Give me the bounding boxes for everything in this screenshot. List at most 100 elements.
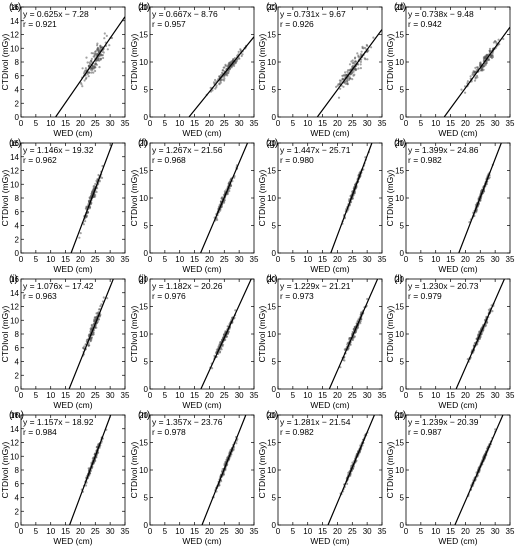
data-point (211, 89, 214, 92)
x-tick-label: 30 (363, 119, 372, 128)
y-tick-label: 10 (10, 316, 19, 325)
panel-label: (d) (394, 2, 406, 13)
y-tick-label: 0 (400, 249, 405, 258)
y-tick-label: 20 (395, 3, 404, 12)
y-axis-label: CTDIvol (mGy) (129, 306, 139, 363)
regression-equation: y = 1.399x − 24.86 (408, 145, 479, 155)
data-point (239, 48, 242, 51)
data-point (349, 194, 352, 198)
data-point (86, 61, 89, 64)
data-point (106, 48, 109, 51)
x-tick-label: 5 (163, 391, 168, 400)
data-point (99, 57, 102, 61)
scatter-points (335, 36, 375, 99)
y-tick-label: 8 (15, 58, 20, 67)
correlation-coefficient: r = 0.980 (280, 155, 314, 165)
y-tick-label: 4 (15, 222, 20, 231)
data-point (351, 78, 354, 81)
scatter-points (79, 32, 114, 88)
y-tick-label: 5 (144, 86, 149, 95)
x-tick-label: 15 (446, 255, 455, 264)
x-tick-label: 20 (461, 391, 470, 400)
x-tick-label: 15 (61, 527, 70, 536)
data-point (87, 71, 90, 74)
data-point (91, 457, 94, 460)
x-tick-label: 30 (235, 391, 244, 400)
x-tick-label: 30 (491, 255, 500, 264)
data-point (471, 73, 474, 76)
x-tick-label: 15 (190, 527, 199, 536)
panel-label: (p) (394, 410, 406, 421)
panel-label: (h) (394, 138, 406, 149)
data-point (233, 176, 236, 179)
y-axis-label: CTDIvol (mGy) (385, 442, 395, 499)
regression-line (443, 26, 510, 117)
x-tick-label: 10 (46, 391, 55, 400)
x-tick-label: 5 (34, 527, 39, 536)
y-tick-label: 5 (144, 358, 149, 367)
data-point (218, 350, 222, 353)
data-point (95, 179, 98, 182)
data-point (90, 52, 93, 55)
x-tick-label: 10 (46, 255, 55, 264)
correlation-coefficient: r = 0.926 (280, 19, 314, 29)
data-point (233, 64, 236, 67)
x-tick-label: 30 (235, 527, 244, 536)
x-tick-label: 30 (106, 255, 115, 264)
y-tick-label: 5 (144, 222, 149, 231)
data-point (348, 337, 351, 340)
y-axis-label: CTDIvol (mGy) (129, 170, 139, 227)
x-tick-label: 10 (431, 255, 440, 264)
data-point (86, 211, 90, 214)
data-point (497, 38, 500, 41)
regression-equation: y = 1.182x − 20.26 (152, 281, 223, 291)
y-tick-label: 5 (400, 222, 405, 231)
data-point (359, 53, 362, 56)
x-tick-label: 30 (106, 391, 115, 400)
data-point (93, 52, 96, 55)
y-tick-label: 15 (139, 439, 148, 448)
data-point (103, 37, 106, 40)
data-point (99, 305, 102, 308)
panel-label: (c) (266, 2, 278, 13)
data-point (94, 50, 97, 53)
data-point (234, 309, 237, 312)
data-point (106, 297, 109, 300)
x-tick-label: 5 (34, 119, 39, 128)
data-point (364, 58, 367, 61)
data-point (221, 78, 224, 81)
y-tick-label: 0 (15, 521, 20, 530)
data-point (466, 80, 469, 83)
regression-line (454, 415, 504, 525)
data-point (351, 338, 355, 341)
x-tick-label: 25 (476, 527, 485, 536)
data-point (339, 87, 342, 90)
y-tick-label: 12 (10, 303, 19, 312)
data-point (359, 63, 362, 66)
x-tick-label: 10 (46, 527, 55, 536)
y-tick-label: 10 (395, 194, 404, 203)
y-tick-label: 14 (10, 289, 19, 298)
x-tick-label: 15 (61, 119, 70, 128)
data-point (346, 343, 349, 346)
x-tick-label: 5 (34, 391, 39, 400)
data-point (78, 236, 81, 239)
data-point (473, 70, 476, 73)
data-point (87, 467, 90, 470)
x-tick-label: 10 (175, 527, 184, 536)
regression-equation: y = 0.667x − 8.76 (152, 9, 218, 19)
x-tick-label: 20 (205, 391, 214, 400)
x-tick-label: 15 (318, 391, 327, 400)
x-tick-label: 25 (476, 255, 485, 264)
y-tick-label: 5 (400, 358, 405, 367)
y-tick-label: 6 (15, 480, 20, 489)
data-point (102, 296, 105, 299)
x-tick-label: 0 (148, 391, 153, 400)
y-tick-label: 5 (272, 222, 277, 231)
x-tick-label: 5 (419, 391, 424, 400)
